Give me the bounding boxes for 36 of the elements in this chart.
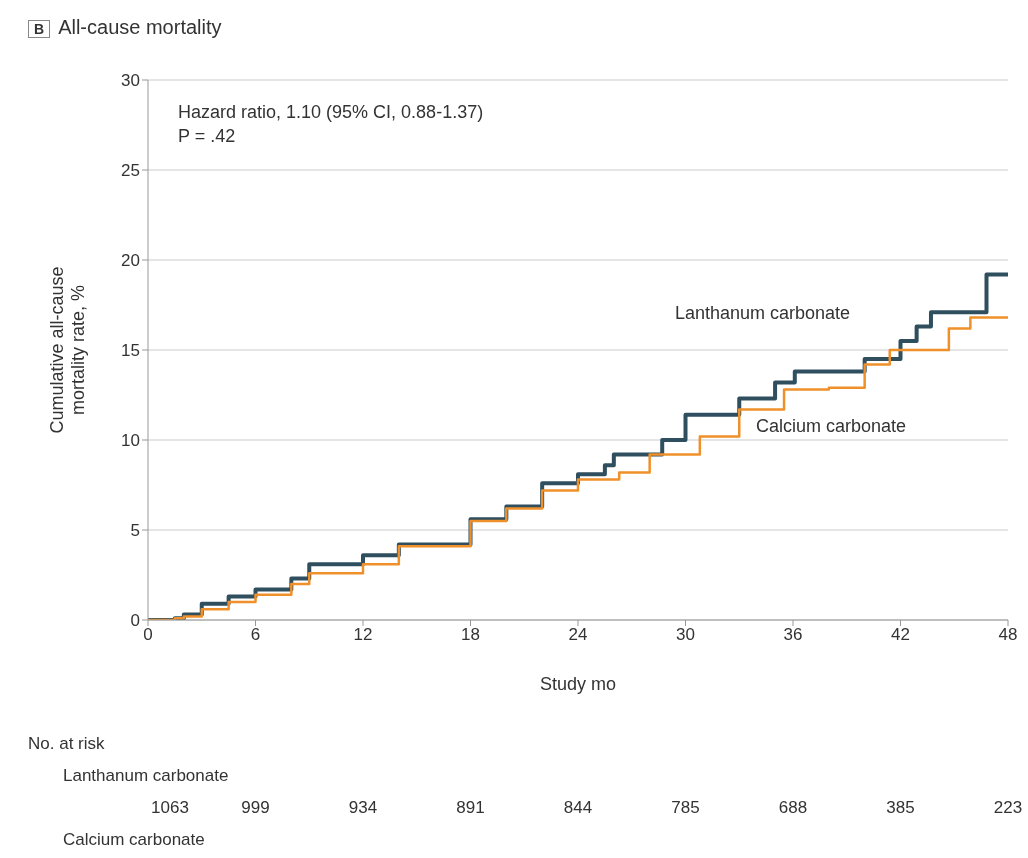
x-tick-label: 6 (250, 625, 261, 645)
text: 785 (670, 798, 701, 818)
x-tick-label: 24 (568, 625, 588, 645)
y-tick-label: 15 (121, 341, 140, 361)
y-tick-label: 5 (130, 521, 140, 541)
text: 385 (885, 798, 916, 818)
x-axis-title: Study mo (539, 674, 617, 694)
y-tick-label: 10 (121, 431, 140, 451)
x-tick-label: 18 (461, 625, 480, 645)
text: Lanthanum carbonate (63, 766, 229, 786)
x-tick-label: 0 (143, 625, 153, 645)
text: 934 (347, 798, 379, 818)
text: Calcium carbonate (63, 830, 205, 850)
text: 844 (562, 798, 594, 818)
y-tick-label: 0 (130, 611, 140, 631)
x-tick-label: 48 (998, 625, 1018, 645)
y-tick-label: 20 (121, 251, 140, 271)
chart-title: All-cause mortality (58, 16, 222, 38)
y-axis-title: Cumulative all-cause mortality rate, % (47, 265, 89, 436)
x-tick-label: 36 (783, 625, 803, 645)
text: 688 (777, 798, 809, 818)
text: Lanthanum carbonate (675, 303, 851, 324)
y-tick-label: 30 (121, 71, 140, 91)
x-tick-label: 30 (676, 625, 695, 645)
text: 999 (240, 798, 271, 818)
x-tick-label: 12 (353, 625, 373, 645)
text: 1063 (150, 798, 190, 818)
series-label: Calcium carbonate (756, 416, 907, 437)
text: No. at risk (28, 734, 105, 754)
x-tick-label: 42 (891, 625, 910, 645)
panel-letter-box: B (28, 20, 51, 38)
text: 891 (455, 798, 486, 818)
annotation: P = .42 (178, 125, 237, 148)
annotation: Hazard ratio, 1.10 (95% CI, 0.88-1.37) (178, 101, 484, 124)
y-tick-label: 25 (121, 161, 140, 181)
text: 223 (992, 798, 1024, 818)
